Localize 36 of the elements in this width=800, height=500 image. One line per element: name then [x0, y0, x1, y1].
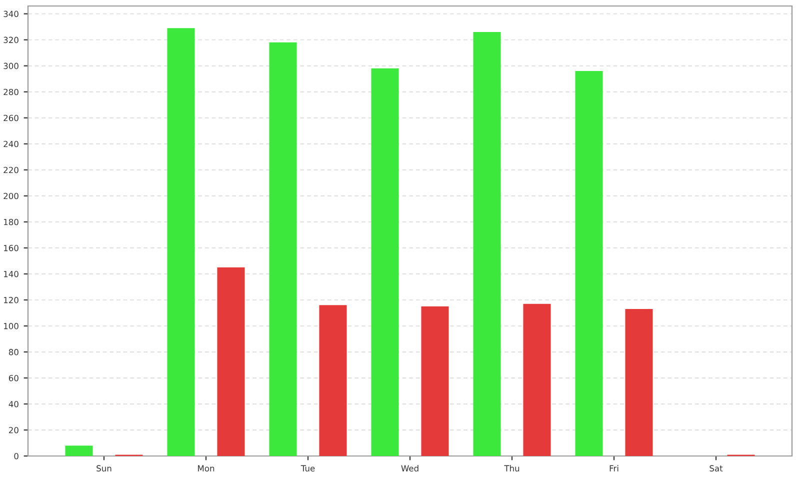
y-tick-label: 40: [8, 400, 18, 408]
y-tick-label: 320: [4, 36, 18, 44]
x-tick-label: Mon: [198, 465, 214, 472]
y-tick-label: 240: [4, 140, 18, 148]
y-tick-label: 340: [4, 10, 18, 18]
x-tick-label: Wed: [401, 465, 418, 472]
y-tick-label: 260: [4, 114, 18, 122]
bar: [167, 28, 195, 456]
bar: [421, 306, 449, 456]
bar: [269, 42, 297, 456]
x-tick-label: Sun: [96, 465, 112, 472]
y-tick-label: 140: [4, 270, 18, 278]
y-tick-label: 220: [4, 166, 18, 174]
bar: [625, 309, 653, 456]
y-tick-label: 100: [4, 322, 18, 330]
y-tick-label: 0: [14, 452, 18, 460]
y-tick-label: 20: [8, 426, 18, 434]
bar: [217, 267, 245, 456]
x-tick-label: Fri: [610, 465, 618, 472]
y-tick-label: 160: [4, 244, 18, 252]
x-tick-label: Tue: [300, 465, 315, 472]
y-tick-label: 280: [4, 88, 18, 96]
x-tick-label: Thu: [504, 465, 520, 472]
x-tick-label: Sat: [710, 465, 723, 472]
y-tick-label: 180: [4, 218, 18, 226]
bar: [65, 446, 93, 456]
bar: [473, 32, 501, 456]
bar: [575, 71, 603, 456]
bar: [319, 305, 347, 456]
y-tick-label: 80: [8, 348, 18, 356]
y-tick-label: 300: [4, 62, 18, 70]
y-tick-label: 60: [8, 374, 18, 382]
bar: [523, 304, 551, 456]
y-tick-label: 200: [4, 192, 18, 200]
y-tick-label: 120: [4, 296, 18, 304]
bar: [371, 68, 399, 456]
